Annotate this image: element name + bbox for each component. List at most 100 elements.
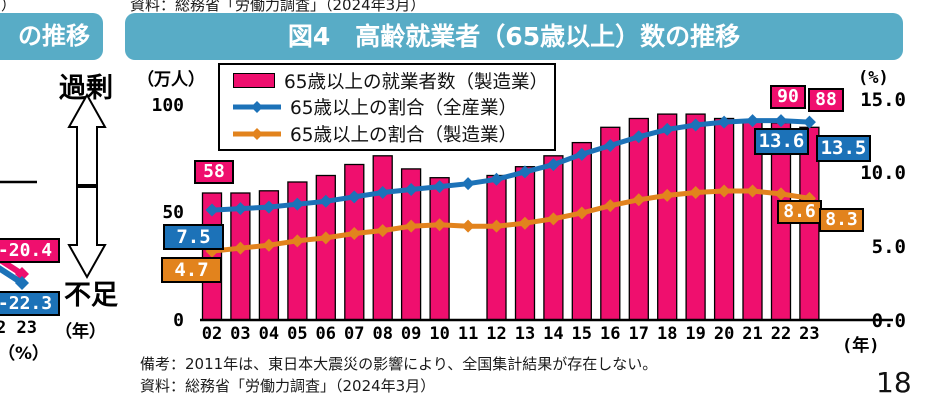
left-fragment-percent-unit: （%） xyxy=(0,344,50,364)
manufacturing-marker-2016-icon xyxy=(603,199,617,213)
all-industry-marker-2008-icon xyxy=(376,185,390,199)
left-fragment-year-unit: （年） xyxy=(55,322,106,342)
bar-2012 xyxy=(486,174,507,321)
all-industry-marker-2002-icon xyxy=(205,203,219,217)
bar-2018 xyxy=(657,113,678,321)
bar-2017 xyxy=(628,117,649,321)
figure-title: 図4 高齢就業者（65歳以上）数の推移 xyxy=(125,13,903,60)
legend-label-manufacturing: 65歳以上の割合（製造業） xyxy=(290,124,518,146)
figure-source-note: 資料：総務省「労働力調査」（2024年3月） xyxy=(140,377,436,395)
manufacturing-marker-2007-icon xyxy=(347,227,361,241)
manufacturing-marker-2021-icon xyxy=(746,184,760,198)
all-industry-marker-2011-icon xyxy=(461,177,475,191)
x-tick-2019: 19 xyxy=(685,324,705,344)
right-axis-tick-5: 5.0 xyxy=(871,236,906,258)
manufacturing-marker-2011-icon xyxy=(461,219,475,233)
left-fragment-blue-marker-icon xyxy=(15,276,29,290)
x-tick-2003: 03 xyxy=(230,324,250,344)
legend-row-bar: 65歳以上の就業者数（製造業） xyxy=(233,68,554,94)
x-tick-2016: 16 xyxy=(600,324,620,344)
blue-line-swatch-icon xyxy=(233,101,281,113)
manufacturing-marker-2004-icon xyxy=(262,238,276,252)
all-industry-marker-2014-icon xyxy=(546,158,560,172)
left-fragment-x-ticks: 2 23 xyxy=(0,318,37,338)
legend-label-bar: 65歳以上の就業者数（製造業） xyxy=(284,71,549,93)
x-tick-2020: 20 xyxy=(714,324,734,344)
x-tick-2023: 23 xyxy=(799,324,819,344)
manufacturing-marker-2005-icon xyxy=(290,234,304,248)
x-tick-2014: 14 xyxy=(543,324,563,344)
top-left-cutoff-char: ） xyxy=(1,0,17,14)
manufacturing-marker-2012-icon xyxy=(490,219,503,233)
all-industry-marker-2004-icon xyxy=(262,200,276,214)
bar-2008 xyxy=(372,155,393,321)
all-industry-marker-2009-icon xyxy=(404,183,418,197)
surplus-up-arrow-icon xyxy=(67,92,107,186)
bar-2007 xyxy=(344,163,365,321)
x-tick-2008: 08 xyxy=(372,324,392,344)
manufacturing-marker-2020-icon xyxy=(717,184,731,198)
legend-label-all-industry: 65歳以上の割合（全産業） xyxy=(290,98,518,119)
callout-all-industry-2022: 13.6 xyxy=(754,128,809,155)
x-tick-2015: 15 xyxy=(572,324,592,344)
callout-bar-2023: 88 xyxy=(808,88,844,112)
all-industry-marker-2017-icon xyxy=(632,130,646,144)
right-axis-unit: (%) xyxy=(858,68,889,88)
left-fragment-pink-value: -20.4 xyxy=(0,238,60,263)
bar-2013 xyxy=(514,166,536,321)
all-industry-marker-2013-icon xyxy=(518,165,532,179)
bar-2019 xyxy=(685,113,706,321)
manufacturing-marker-2013-icon xyxy=(518,216,532,230)
manufacturing-marker-2018-icon xyxy=(660,188,674,202)
manufacturing-marker-2003-icon xyxy=(233,241,247,255)
manufacturing-marker-2010-icon xyxy=(433,218,447,232)
shortage-down-arrow-icon xyxy=(67,186,107,280)
manufacturing-ratio-line xyxy=(211,188,810,254)
all-industry-marker-2023-icon xyxy=(802,115,816,129)
x-tick-2017: 17 xyxy=(629,324,649,344)
callout-bar-2002: 58 xyxy=(194,160,234,184)
left-figure-title-fragment: の推移 xyxy=(0,13,103,60)
left-fragment-blue-line xyxy=(0,265,24,286)
page-number: 18 xyxy=(876,366,912,399)
manufacturing-marker-2019-icon xyxy=(689,185,703,199)
bar-2016 xyxy=(600,126,621,321)
x-tick-2006: 06 xyxy=(316,324,336,344)
right-axis-tick-10: 10.0 xyxy=(860,162,906,184)
callout-manufacturing-2022: 8.6 xyxy=(777,200,822,224)
all-industry-marker-2003-icon xyxy=(233,202,247,216)
x-axis-unit: (年) xyxy=(842,336,880,356)
all-industry-marker-2006-icon xyxy=(319,194,333,208)
all-industry-marker-2016-icon xyxy=(603,139,617,153)
x-tick-2021: 21 xyxy=(742,324,762,344)
all-industry-marker-2019-icon xyxy=(689,118,703,132)
all-industry-marker-2015-icon xyxy=(575,147,589,161)
manufacturing-marker-2017-icon xyxy=(632,193,646,207)
top-source-note: 資料：総務省「労働力調査」（2024年3月） xyxy=(130,0,426,14)
all-industry-marker-2010-icon xyxy=(433,180,447,194)
all-industry-marker-2012-icon xyxy=(490,172,503,186)
left-axis-unit: （万人） xyxy=(137,70,205,90)
all-industry-marker-2005-icon xyxy=(290,197,304,211)
figure-remark-note: 備考：2011年は、東日本大震災の影響により、全国集計結果が存在しない。 xyxy=(140,355,658,373)
left-fragment-blue-value: -22.3 xyxy=(0,291,60,316)
manufacturing-marker-2009-icon xyxy=(404,219,418,233)
all-industry-marker-2022-icon xyxy=(774,114,788,128)
legend-row-all-industry: 65歳以上の割合（全産業） xyxy=(233,94,554,120)
callout-manufacturing-2023: 8.3 xyxy=(819,208,864,232)
left-axis-tick-0: 0 xyxy=(173,310,184,331)
all-industry-ratio-line xyxy=(211,118,810,213)
x-tick-2011: 11 xyxy=(458,324,478,344)
x-tick-2007: 07 xyxy=(344,324,364,344)
callout-all-industry-2002: 7.5 xyxy=(163,224,224,250)
x-tick-2010: 10 xyxy=(429,324,449,344)
manufacturing-marker-2015-icon xyxy=(575,206,589,220)
x-tick-2004: 04 xyxy=(259,324,279,344)
x-tick-2022: 22 xyxy=(771,324,791,344)
left-axis-tick-100: 100 xyxy=(151,95,184,116)
callout-manufacturing-2002: 4.7 xyxy=(161,257,222,283)
x-tick-2002: 02 xyxy=(202,324,222,344)
orange-line-swatch-icon xyxy=(233,127,281,140)
